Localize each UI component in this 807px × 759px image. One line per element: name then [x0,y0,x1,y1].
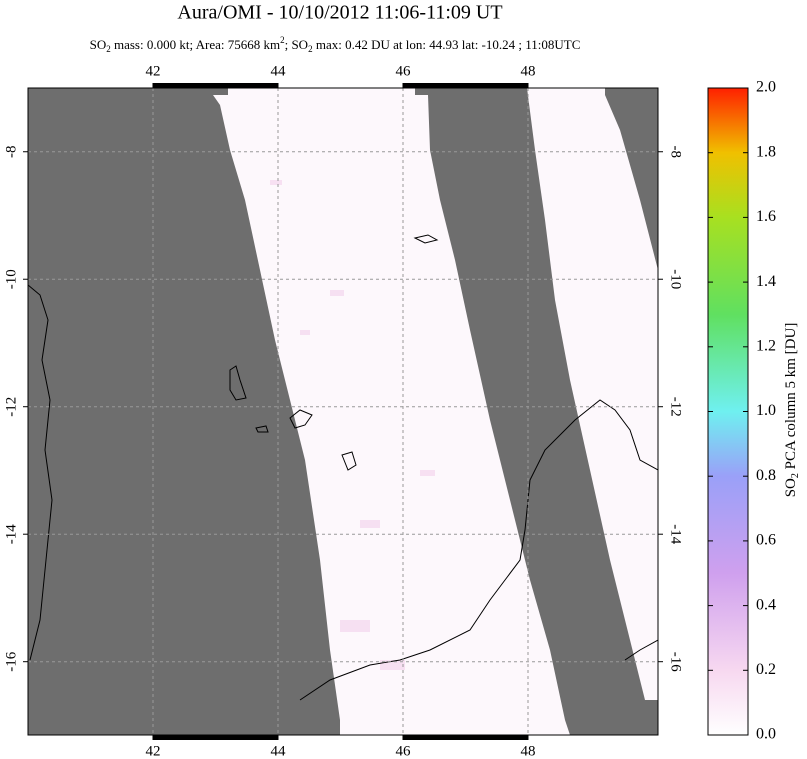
border-bar [403,735,528,740]
colorbar-tick-label: 1.0 [756,402,776,419]
colorbar-tick-label: 0.4 [756,596,776,613]
subtitle-part: mass: 0.000 kt; Area: 75668 km [111,37,280,52]
x-tick-label: 48 [521,63,536,79]
swath [213,88,570,735]
subtitle-part: 2 [308,44,313,54]
title: Aura/OMI - 10/10/2012 11:06-11:09 UT [177,2,502,24]
x-tick-label: 42 [146,743,161,759]
x-tick-label: 48 [521,743,536,759]
colorbar-label-part: PCA column 5 km [DU] [783,323,799,473]
y-tick-label: -14 [3,524,19,544]
colorbar-tick-label: 1.8 [756,143,776,160]
y-tick-label: -16 [3,651,19,671]
colorbar-label-part: SO [783,478,799,497]
x-tick-label: 46 [396,743,412,759]
colorbar-tick-label: 0.0 [756,726,776,743]
y-tick-label: -14 [668,524,684,544]
x-tick-label: 44 [271,63,287,79]
y-tick-label: -8 [3,145,19,158]
colorbar-tick-label: 0.6 [756,532,776,549]
colorbar-label-part: 2 [790,473,801,478]
y-tick-label: -12 [668,397,684,417]
subtitle-part: 2 [280,35,285,45]
x-tick-label: 46 [396,63,412,79]
subtitle-part: 2 [106,44,111,54]
colorbar-tick-label: 1.2 [756,337,776,354]
subtitle-part: ; SO [285,37,308,52]
subtitle-part: max: 0.42 DU at lon: 44.93 lat: -10.24 ;… [313,37,581,52]
subtitle: SO2 mass: 0.000 kt; Area: 75668 km2; SO2… [90,35,581,54]
map-area [28,88,658,735]
y-tick-label: -10 [3,269,19,289]
colorbar-tick-label: 1.4 [756,273,776,290]
x-tick-label: 44 [271,743,287,759]
border-bar [153,83,278,88]
colorbar-tick-label: 0.2 [756,661,776,678]
y-tick-label: -10 [668,269,684,289]
colorbar-label: SO2 PCA column 5 km [DU] [783,323,801,498]
frame [27,87,659,736]
grid [28,88,658,735]
y-tick-label: -8 [668,145,684,158]
colorbar-tick-label: 0.8 [756,467,776,484]
colorbar [707,87,749,736]
border-bar [403,83,528,88]
coastline [28,234,658,701]
noise [270,180,435,670]
subtitle-part: SO [90,37,107,52]
swath [527,88,658,700]
border-bar [153,735,278,740]
colorbar-tick-label: 2.0 [756,79,776,96]
x-tick-label: 42 [146,63,161,79]
y-tick-label: -12 [3,397,19,417]
y-tick-label: -16 [668,652,684,672]
colorbar-tick-label: 1.6 [756,208,776,225]
